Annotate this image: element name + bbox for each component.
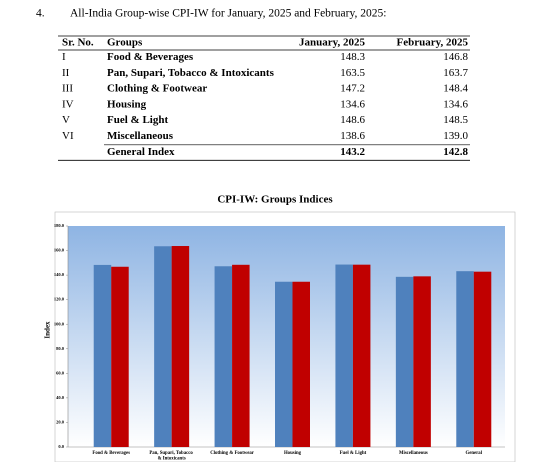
total-cell: 142.8 bbox=[443, 146, 468, 158]
bar bbox=[292, 281, 310, 447]
bar bbox=[111, 266, 129, 447]
y-tick-label: 180.0 bbox=[54, 223, 65, 228]
chart-title: CPI-IW: Groups Indices bbox=[217, 194, 333, 206]
table-cell: Clothing & Footwear bbox=[107, 83, 207, 95]
table-cell: II bbox=[62, 67, 70, 79]
section-title: All-India Group-wise CPI-IW for January,… bbox=[70, 8, 386, 20]
y-tick-label: 140.0 bbox=[54, 272, 65, 277]
bar bbox=[275, 281, 293, 447]
table-cell: 148.6 bbox=[340, 114, 365, 126]
bar bbox=[232, 264, 250, 447]
table-cell: I bbox=[62, 51, 66, 63]
table-cell: V bbox=[62, 114, 70, 126]
table-cell: 148.5 bbox=[443, 114, 468, 126]
table-cell: 148.3 bbox=[340, 51, 365, 63]
table-cell: 146.8 bbox=[443, 51, 468, 63]
y-axis-label: Index bbox=[44, 321, 52, 339]
table-cell: 148.4 bbox=[443, 83, 468, 95]
column-header: Sr. No. bbox=[62, 37, 94, 49]
bar bbox=[171, 246, 190, 447]
table-cell: 134.6 bbox=[340, 98, 365, 110]
y-tick-label: 80.0 bbox=[56, 346, 65, 351]
x-tick-label: Pan, Supari, Tobacco & Intoxicants bbox=[149, 451, 194, 462]
y-tick-label: 120.0 bbox=[54, 297, 65, 302]
table-cell: 163.5 bbox=[340, 67, 365, 79]
bar bbox=[214, 266, 233, 447]
bar bbox=[352, 264, 371, 447]
column-header: February, 2025 bbox=[397, 37, 469, 49]
column-header: Groups bbox=[107, 37, 143, 49]
x-tick-label: Food & Beverages bbox=[92, 451, 130, 456]
table-cell: Miscellaneous bbox=[107, 130, 174, 142]
column-header: January, 2025 bbox=[299, 37, 366, 49]
table-cell: Fuel & Light bbox=[107, 114, 168, 126]
x-tick-label: Miscellaneous bbox=[399, 451, 428, 456]
y-tick-label: 0.0 bbox=[58, 444, 64, 449]
bar bbox=[395, 276, 414, 447]
y-tick-label: 100.0 bbox=[54, 321, 65, 326]
x-tick-label: Fuel & Light bbox=[340, 451, 367, 456]
bar bbox=[335, 264, 353, 447]
table-cell: IV bbox=[62, 98, 74, 110]
y-tick-label: 40.0 bbox=[56, 395, 65, 400]
bar bbox=[413, 276, 431, 447]
table-cell: 147.2 bbox=[340, 83, 365, 95]
table-cell: III bbox=[62, 83, 73, 95]
section-number: 4. bbox=[36, 8, 45, 20]
table-cell: Food & Beverages bbox=[107, 51, 194, 63]
total-label: General Index bbox=[107, 146, 175, 158]
bar bbox=[456, 271, 474, 447]
table-cell: Housing bbox=[107, 98, 147, 110]
table-cell: VI bbox=[62, 130, 74, 142]
bar bbox=[473, 271, 492, 447]
bar bbox=[154, 246, 172, 447]
y-tick-label: 20.0 bbox=[56, 419, 65, 424]
bar bbox=[93, 264, 112, 447]
table-cell: 134.6 bbox=[443, 98, 468, 110]
table-cell: Pan, Supari, Tobacco & Intoxicants bbox=[107, 67, 275, 79]
total-cell: 143.2 bbox=[340, 146, 365, 158]
table-cell: 163.7 bbox=[443, 67, 468, 79]
y-tick-label: 60.0 bbox=[56, 370, 65, 375]
x-tick-label: Housing bbox=[284, 451, 302, 456]
x-tick-label: General bbox=[466, 451, 483, 456]
table-cell: 138.6 bbox=[340, 130, 365, 142]
y-tick-label: 160.0 bbox=[54, 248, 65, 253]
table-cell: 139.0 bbox=[443, 130, 468, 142]
x-tick-label: Clothing & Footwear bbox=[210, 451, 255, 456]
